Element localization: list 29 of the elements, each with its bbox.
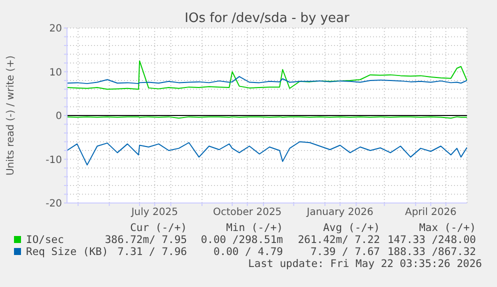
line-series — [67, 141, 467, 166]
y-tick-label: 10 — [49, 67, 62, 78]
text: 386.72m/ 7.95 — [104, 234, 187, 246]
y-axis-title: Units read (-) / write (+) — [6, 55, 17, 176]
text: Max (-/+) — [419, 222, 476, 234]
legend-label: Req Size (KB) — [26, 246, 108, 258]
text: Cur (-/+) — [130, 222, 187, 234]
legend-label: IO/sec — [26, 234, 64, 246]
line-series — [67, 76, 467, 84]
x-tick-label: January 2026 — [306, 207, 374, 218]
chart-title: IOs for /dev/sda - by year — [184, 11, 350, 26]
y-tick-label: 20 — [49, 24, 62, 35]
text: 147.33 /248.00 — [387, 234, 476, 246]
text: 261.42m/ 7.22 — [298, 234, 380, 246]
y-tick-label: -10 — [46, 154, 62, 166]
text: 188.33 /867.32 — [387, 246, 476, 258]
text: 0.00 / 4.79 — [213, 246, 283, 258]
line-series — [67, 60, 467, 90]
x-tick-label: July 2025 — [130, 207, 178, 218]
y-tick-label: -20 — [46, 198, 62, 210]
text: Min (-/+) — [226, 222, 283, 234]
text: 7.39 / 7.67 — [310, 246, 380, 258]
x-tick-label: April 2026 — [404, 207, 456, 218]
text: Last update: Fri May 22 03:35:26 2026 — [248, 258, 482, 270]
text: Avg (-/+) — [323, 222, 380, 234]
x-tick-label: October 2025 — [213, 207, 282, 218]
y-tick-label: 0 — [56, 111, 62, 122]
text: 7.31 / 7.96 — [117, 246, 187, 258]
text: 0.00 /298.51m — [200, 234, 283, 246]
